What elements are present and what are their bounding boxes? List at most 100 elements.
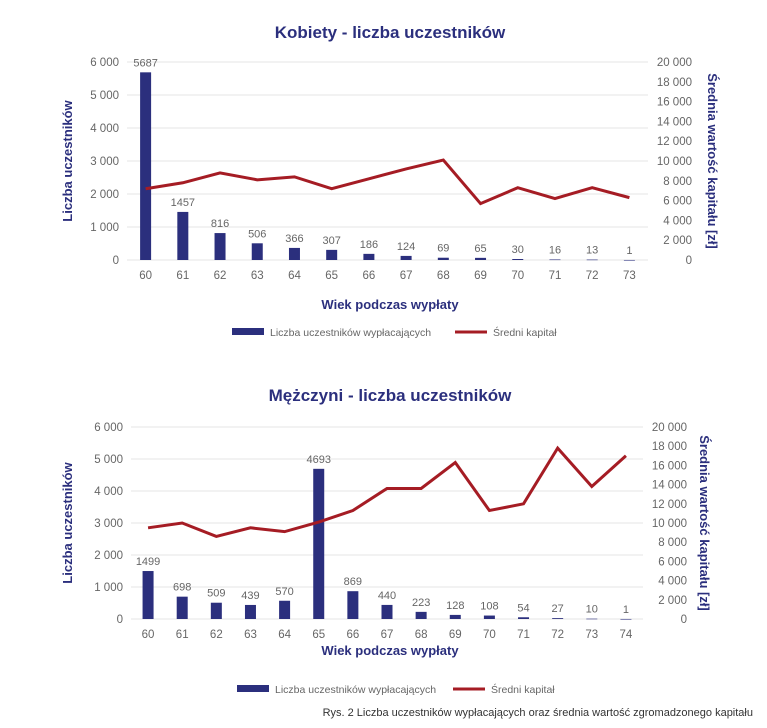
x-tick-label: 68 — [415, 629, 428, 641]
bar — [210, 602, 222, 619]
bar-value-label: 69 — [437, 243, 449, 255]
bar-value-label: 366 — [285, 233, 303, 245]
x-tick-label: 63 — [244, 629, 257, 641]
bar — [475, 257, 487, 260]
x-tick-label: 67 — [400, 270, 413, 282]
figure-caption: Rys. 2 Liczba uczestników wypłacających … — [322, 707, 753, 719]
bar — [483, 615, 495, 619]
bar-value-label: 30 — [512, 244, 524, 256]
bar — [518, 617, 530, 619]
bar — [251, 243, 263, 260]
bar-value-label: 108 — [480, 601, 498, 613]
y2-tick-label: 10 000 — [652, 518, 687, 530]
chart-svg: Kobiety - liczba uczestników 0 1 000 2 000 3… — [60, 23, 720, 339]
bar-value-label: 223 — [412, 597, 430, 609]
bar — [620, 618, 632, 620]
x-tick-label: 73 — [585, 629, 598, 641]
bar-value-label: 1499 — [136, 556, 160, 568]
chart-men: Mężczyni - liczba uczestników 0 1 000 2 000… — [0, 370, 767, 700]
bar — [449, 614, 461, 619]
y2-tick-label: 18 000 — [657, 77, 692, 89]
x-tick-label: 72 — [551, 629, 564, 641]
bar-value-label: 440 — [378, 590, 396, 602]
y2-tick-label: 6 000 — [658, 556, 687, 568]
bar-value-label: 124 — [397, 241, 415, 253]
x-tick-label: 71 — [517, 629, 530, 641]
y-tick-label: 0 — [113, 255, 119, 267]
x-axis-label: Wiek podczas wypłaty — [321, 643, 459, 658]
bar — [381, 604, 393, 619]
bar-value-label: 186 — [360, 239, 378, 251]
bar-value-label: 698 — [173, 582, 191, 594]
bar-value-label: 54 — [517, 602, 529, 614]
legend-bar-swatch — [237, 685, 269, 692]
y2-tick-label: 6 000 — [663, 196, 692, 208]
y2-tick-label: 2 000 — [658, 595, 687, 607]
y2-tick-label: 16 000 — [657, 97, 692, 109]
y2-tick-label: 12 000 — [657, 136, 692, 148]
bar-value-label: 5687 — [133, 57, 157, 69]
y-tick-label: 2 000 — [90, 189, 119, 201]
bar-value-label: 509 — [207, 588, 225, 600]
bar-value-label: 27 — [552, 603, 564, 615]
x-tick-label: 67 — [381, 629, 394, 641]
x-tick-label: 66 — [346, 629, 359, 641]
bar — [586, 618, 598, 620]
y2-tick-label: 20 000 — [657, 57, 692, 69]
legend-line-label: Średni kapitał — [491, 683, 555, 696]
x-tick-label: 60 — [139, 270, 152, 282]
x-tick-label: 63 — [251, 270, 264, 282]
chart-women: Kobiety - liczba uczestników 0 1 000 2 000 3… — [60, 23, 720, 339]
bar — [214, 233, 226, 260]
line-series — [145, 158, 630, 206]
y2-tick-label: 8 000 — [663, 176, 692, 188]
x-tick-label: 69 — [474, 270, 487, 282]
bar-value-label: 506 — [248, 228, 266, 240]
bar-value-label: 1457 — [171, 197, 195, 209]
y2-tick-label: 0 — [686, 255, 692, 267]
x-tick-label: 70 — [483, 629, 496, 641]
chart-title: Kobiety - liczba uczestników — [275, 23, 506, 42]
y-tick-label: 2 000 — [94, 550, 123, 562]
bar — [244, 604, 256, 619]
y-tick-label: 1 000 — [90, 222, 119, 234]
bar — [288, 247, 300, 260]
bar-value-label: 869 — [344, 576, 362, 588]
x-tick-label: 65 — [312, 629, 325, 641]
bar — [623, 259, 635, 261]
bar-value-label: 439 — [241, 590, 259, 602]
bar-value-label: 816 — [211, 218, 229, 230]
legend-bar-swatch — [232, 328, 264, 335]
x-tick-label: 61 — [176, 629, 189, 641]
bar-value-label: 570 — [275, 586, 293, 598]
bar-value-label: 13 — [586, 245, 598, 257]
bar — [140, 72, 152, 260]
y2-tick-label: 12 000 — [652, 499, 687, 511]
bar — [549, 259, 561, 261]
chart-svg: Mężczyni - liczba uczestników 0 1 000 2 000… — [60, 386, 712, 696]
y-axis-label: Liczba uczestników — [60, 461, 75, 583]
y2-tick-label: 20 000 — [652, 422, 687, 434]
legend-line-label: Średni kapitał — [493, 326, 557, 339]
y-axis-label: Liczba uczestników — [60, 99, 75, 221]
x-tick-label: 64 — [288, 270, 301, 282]
x-tick-label: 70 — [511, 270, 524, 282]
y2-tick-label: 8 000 — [658, 537, 687, 549]
y2-axis-label: Średnia wartość kapitału [zł] — [697, 435, 712, 611]
y-tick-label: 6 000 — [94, 422, 123, 434]
y-tick-label: 6 000 — [90, 57, 119, 69]
y2-tick-label: 2 000 — [663, 235, 692, 247]
bar — [512, 259, 524, 260]
x-tick-label: 65 — [325, 270, 338, 282]
y-tick-label: 1 000 — [94, 582, 123, 594]
bar — [552, 618, 564, 619]
y2-tick-label: 18 000 — [652, 441, 687, 453]
bar-value-label: 65 — [474, 243, 486, 255]
bar-value-label: 16 — [549, 244, 561, 256]
bar — [326, 249, 338, 260]
x-tick-label: 66 — [362, 270, 375, 282]
x-tick-label: 60 — [142, 629, 155, 641]
y2-axis-label: Średnia wartość kapitału [zł] — [705, 73, 720, 249]
bar — [363, 253, 375, 260]
bar — [177, 211, 189, 260]
